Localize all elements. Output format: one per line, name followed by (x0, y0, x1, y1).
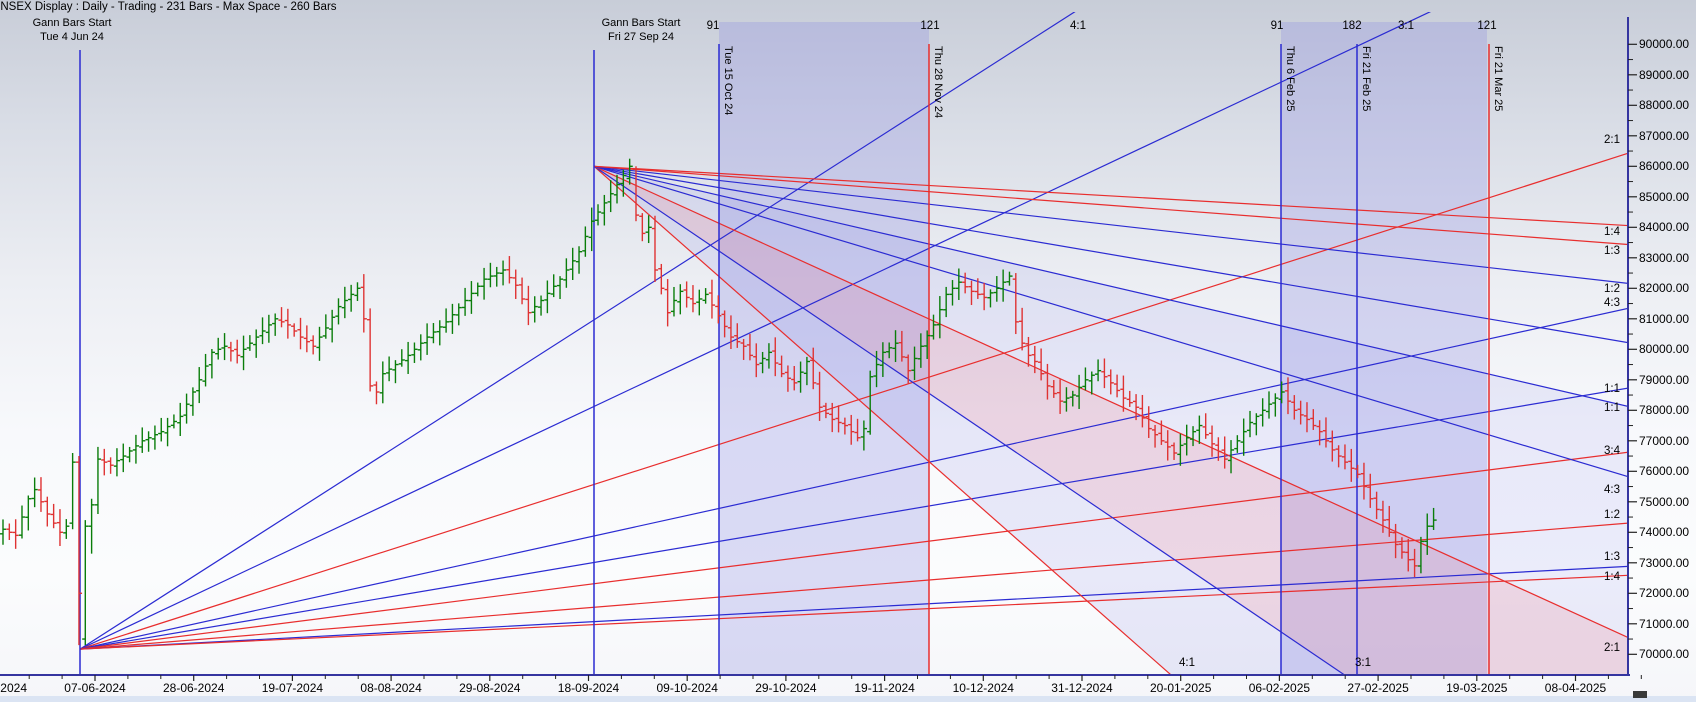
gann-chart-window: SENSEX Display : Daily - Trading - 231 B… (0, 0, 1696, 702)
chart-canvas (0, 12, 1696, 702)
